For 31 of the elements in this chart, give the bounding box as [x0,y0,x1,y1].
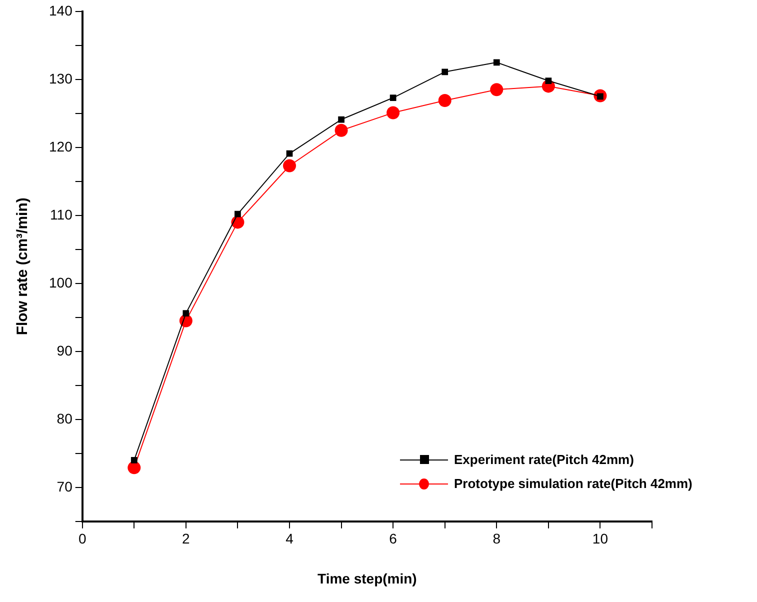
point [182,310,190,316]
legend-label: Prototype simulation rate(Pitch 42mm) [454,475,692,494]
x-tick-label: 8 [492,530,501,547]
point [130,457,138,464]
x-tick-label: 4 [286,530,294,547]
y-tick-label: 70 [56,478,73,494]
point [386,106,400,120]
x-axis-title: Time step(min) [318,570,417,586]
point [234,210,241,218]
y-tick-label: 130 [49,70,73,86]
point [334,124,348,137]
x-tick-label: 10 [592,530,608,547]
y-tick-label: 80 [56,410,73,426]
point [490,83,504,96]
point [493,59,500,66]
x-tick-label: 0 [78,530,86,547]
y-tick-label: 90 [56,342,73,358]
point [338,116,344,123]
x-tick-label: 6 [389,530,398,547]
y-tick-label: 120 [49,138,73,154]
legend-label: Experiment rate(Pitch 42mm) [454,451,634,470]
point [438,94,452,107]
point [283,159,296,172]
point [390,94,396,101]
y-tick-label: 140 [49,2,73,18]
point [545,78,552,84]
y-axis-title: Flow rate (cm³/min) [14,198,32,336]
point [442,68,448,76]
y-tick-label: 110 [50,206,73,222]
y-tick-label: 100 [49,274,73,290]
x-tick-label: 2 [182,530,190,547]
